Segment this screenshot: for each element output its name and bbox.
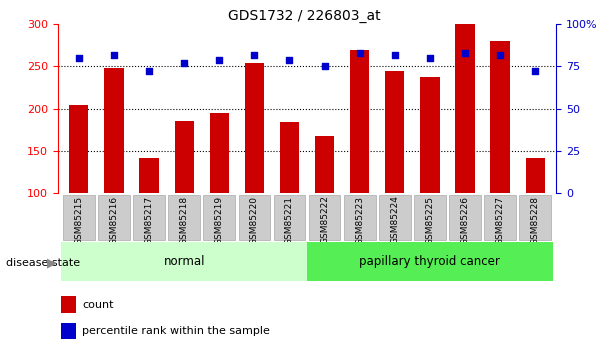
Bar (139, 158, 159, 193)
Text: GSM85218: GSM85218 (179, 196, 188, 245)
Bar (491, 41, 510, 193)
Point (285, 57, 294, 62)
Text: GSM85217: GSM85217 (145, 196, 154, 245)
Bar (69, 105, 89, 193)
Text: count: count (82, 299, 114, 309)
Point (460, 50, 470, 56)
FancyBboxPatch shape (414, 195, 446, 239)
FancyBboxPatch shape (204, 195, 235, 239)
Text: GSM85222: GSM85222 (320, 196, 329, 245)
Text: GSM85215: GSM85215 (74, 196, 83, 245)
Point (355, 50, 365, 56)
Text: GSM85221: GSM85221 (285, 196, 294, 245)
FancyBboxPatch shape (274, 195, 305, 239)
Bar (350, 50, 370, 193)
Text: GSM85227: GSM85227 (496, 196, 505, 245)
Text: GSM85220: GSM85220 (250, 196, 259, 245)
Bar (280, 122, 299, 193)
Text: percentile rank within the sample: percentile rank within the sample (82, 326, 270, 336)
Bar (210, 113, 229, 193)
Point (179, 60, 189, 66)
Bar (525, 158, 545, 193)
Text: GDS1732 / 226803_at: GDS1732 / 226803_at (227, 9, 381, 23)
FancyBboxPatch shape (485, 195, 516, 239)
FancyBboxPatch shape (519, 195, 551, 239)
Bar (61, 241, 307, 281)
Bar (61, 323, 76, 339)
Bar (385, 71, 404, 193)
FancyBboxPatch shape (344, 195, 376, 239)
Text: GSM85228: GSM85228 (531, 196, 540, 245)
Text: normal: normal (164, 255, 205, 268)
Point (249, 52, 259, 57)
Bar (420, 77, 440, 193)
Bar (315, 136, 334, 193)
Point (215, 57, 224, 62)
FancyBboxPatch shape (449, 195, 481, 239)
FancyBboxPatch shape (168, 195, 200, 239)
Bar (61, 296, 76, 313)
Bar (105, 68, 123, 193)
Text: GSM85226: GSM85226 (460, 196, 469, 245)
Point (530, 69, 540, 74)
FancyBboxPatch shape (379, 195, 410, 239)
Text: papillary thyroid cancer: papillary thyroid cancer (359, 255, 500, 268)
FancyBboxPatch shape (98, 195, 130, 239)
Text: ▶: ▶ (47, 256, 57, 269)
Point (425, 55, 435, 61)
Text: GSM85224: GSM85224 (390, 196, 399, 245)
Bar (174, 121, 194, 193)
Text: GSM85223: GSM85223 (355, 196, 364, 245)
Point (390, 52, 399, 57)
FancyBboxPatch shape (309, 195, 340, 239)
FancyBboxPatch shape (238, 195, 270, 239)
Text: GSM85225: GSM85225 (426, 196, 435, 245)
Bar (244, 63, 264, 193)
Text: disease state: disease state (6, 258, 80, 268)
Point (109, 52, 119, 57)
FancyBboxPatch shape (133, 195, 165, 239)
Text: GSM85219: GSM85219 (215, 196, 224, 245)
Point (320, 63, 330, 69)
Point (496, 52, 505, 57)
FancyBboxPatch shape (63, 195, 95, 239)
Bar (307, 241, 553, 281)
Point (74, 55, 84, 61)
Point (144, 69, 154, 74)
Bar (455, 24, 475, 193)
Text: GSM85216: GSM85216 (109, 196, 119, 245)
